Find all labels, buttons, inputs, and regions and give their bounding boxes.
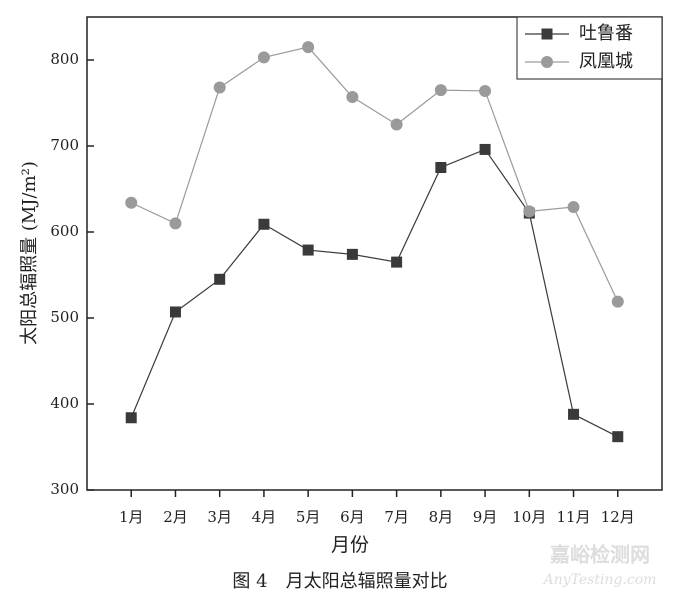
data-point (611, 295, 624, 308)
x-tick-label: 2月 (163, 508, 188, 526)
x-tick-label: 9月 (473, 508, 498, 526)
data-point (346, 248, 358, 260)
x-tick-label: 5月 (296, 508, 321, 526)
y-tick-label: 600 (50, 222, 79, 240)
data-point (257, 51, 270, 64)
y-axis-label: 太阳总辐照量 (MJ/m²) (19, 161, 40, 345)
legend-box (516, 16, 663, 80)
data-point (346, 90, 359, 103)
data-point (213, 81, 226, 94)
data-point (125, 196, 138, 209)
plot-frame (86, 16, 663, 491)
legend-label: 吐鲁番 (579, 23, 633, 44)
x-tick-label: 3月 (207, 508, 232, 526)
watermark-title: 嘉峪检测网 (549, 543, 650, 567)
data-point (391, 256, 403, 268)
x-tick-label: 10月 (512, 508, 546, 526)
x-axis-label: 月份 (331, 534, 369, 556)
data-point (390, 118, 403, 131)
series-line (130, 46, 619, 302)
data-point (258, 218, 270, 230)
y-tick-label: 400 (50, 394, 79, 412)
data-point (479, 143, 491, 155)
x-tick-label: 8月 (429, 508, 454, 526)
data-point (125, 412, 137, 424)
x-tick-label: 11月 (556, 508, 590, 526)
legend-marker (541, 56, 553, 68)
data-point (169, 306, 181, 318)
data-point (434, 84, 447, 97)
data-point (435, 162, 447, 173)
data-point (523, 205, 536, 218)
x-tick-label: 6月 (340, 508, 365, 526)
data-point (169, 217, 182, 230)
x-tick-label: 7月 (384, 508, 409, 526)
series-line (130, 148, 619, 438)
data-point (302, 244, 314, 256)
y-tick-label: 300 (50, 480, 79, 498)
watermark-url: AnyTesting.com (542, 572, 657, 588)
x-tick-label: 4月 (252, 508, 277, 526)
data-point (214, 273, 226, 285)
data-point (302, 41, 315, 54)
y-tick-label: 500 (50, 308, 79, 326)
legend-marker (541, 28, 553, 40)
data-point (567, 201, 580, 214)
caption: 图 4 月太阳总辐照量对比 (232, 571, 447, 592)
y-tick-label: 800 (50, 50, 79, 68)
data-point (479, 84, 492, 97)
data-point (568, 408, 580, 420)
y-tick-label: 700 (50, 136, 79, 154)
x-tick-label: 1月 (119, 508, 144, 526)
data-point (612, 431, 624, 443)
legend-label: 凤凰城 (579, 51, 633, 72)
x-tick-label: 12月 (601, 508, 635, 526)
